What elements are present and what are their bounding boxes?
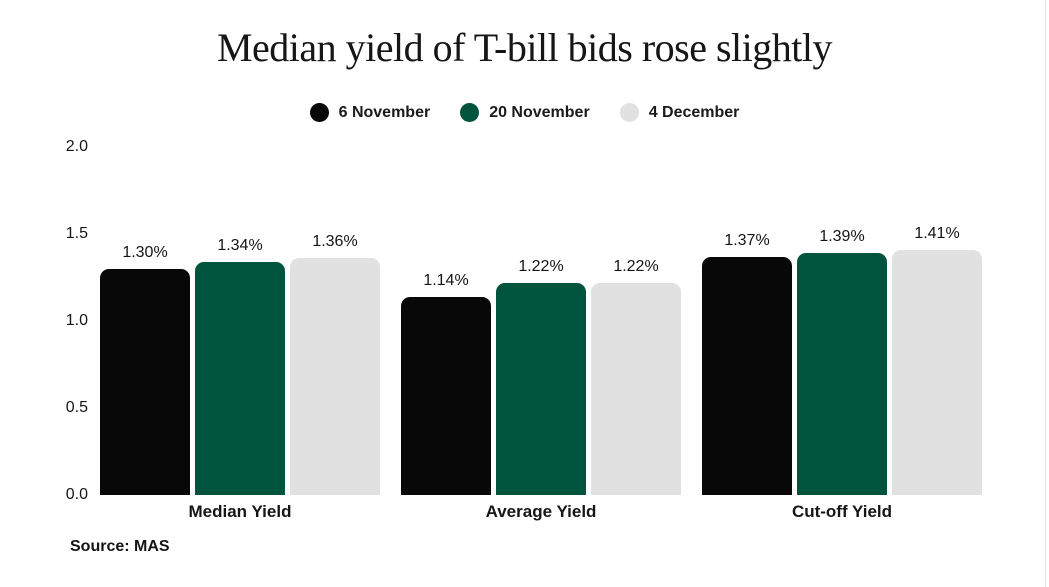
bar-value-label: 1.14%	[423, 272, 469, 289]
bar	[401, 297, 491, 495]
y-axis-tick-label: 2.0	[65, 138, 88, 155]
legend-dot-icon	[619, 103, 639, 122]
y-axis-tick-label: 1.5	[65, 225, 88, 242]
bar	[195, 262, 285, 495]
bar-value-label: 1.30%	[122, 244, 168, 261]
y-axis-tick-label: 1.0	[65, 312, 88, 329]
legend-item: 6 November	[309, 103, 431, 122]
legend: 6 November 20 November 4 December	[0, 103, 1049, 122]
category-label: Median Yield	[188, 502, 292, 521]
bar	[100, 269, 190, 495]
bar-value-label: 1.41%	[914, 225, 960, 242]
bar-value-label: 1.36%	[312, 233, 358, 250]
legend-label: 4 December	[648, 103, 740, 121]
page-right-border	[1045, 0, 1046, 587]
category-label: Cut-off Yield	[791, 502, 893, 521]
legend-item: 4 December	[619, 103, 740, 122]
bar-value-label: 1.37%	[724, 232, 770, 249]
legend-dot-icon	[460, 103, 480, 122]
bar	[290, 258, 380, 495]
y-axis-tick-label: 0.0	[65, 486, 88, 503]
bar-value-label: 1.22%	[518, 258, 564, 275]
y-axis-tick-label: 0.5	[65, 399, 88, 416]
bar-value-label: 1.39%	[819, 228, 865, 245]
bar	[892, 250, 982, 495]
source-note: Source: MAS	[70, 538, 170, 555]
category-label: Average Yield	[485, 502, 597, 521]
legend-label: 6 November	[338, 103, 431, 121]
chart-title: Median yield of T-bill bids rose slightl…	[216, 25, 833, 70]
legend-item: 20 November	[460, 103, 590, 122]
bar	[591, 283, 681, 495]
bar	[797, 253, 887, 495]
bar	[702, 257, 792, 495]
bar-value-label: 1.22%	[613, 258, 659, 275]
bar-value-label: 1.34%	[217, 237, 263, 254]
bar	[496, 283, 586, 495]
legend-dot-icon	[309, 103, 329, 122]
legend-label: 20 November	[489, 103, 590, 121]
